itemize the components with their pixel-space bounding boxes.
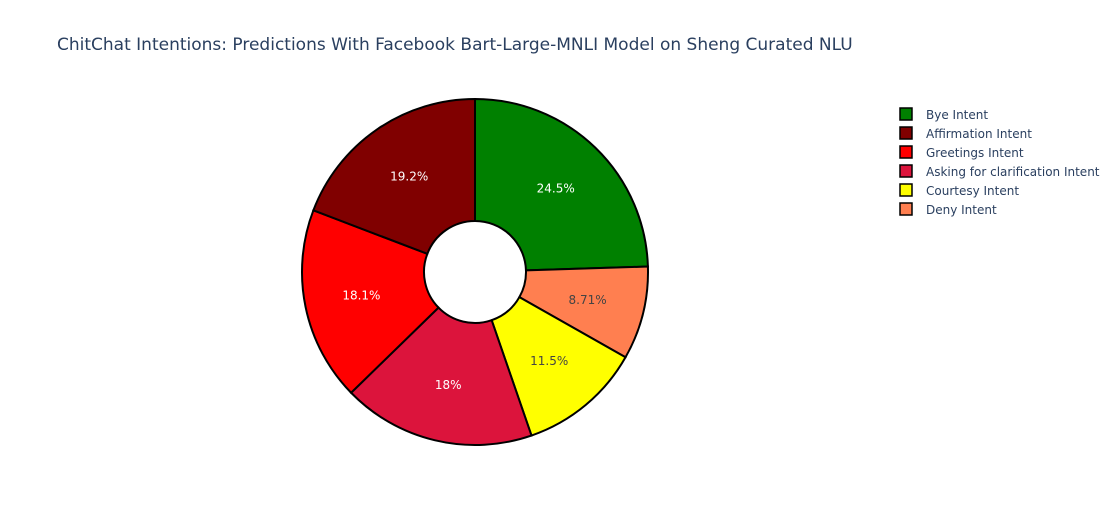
pie-slice-courtesy-intent: [490, 295, 627, 437]
slice-label-asking-for-clarification-intent: 18%: [435, 378, 462, 392]
legend-item-asking-for-clarification-intent[interactable]: Asking for clarification Intent: [899, 164, 1100, 179]
legend-item-deny-intent[interactable]: Deny Intent: [899, 202, 997, 217]
slice-label-greetings-intent: 18.1%: [342, 289, 380, 303]
slice-label-bye-intent: 24.5%: [537, 182, 575, 196]
chart-title: ChitChat Intentions: Predictions With Fa…: [57, 35, 853, 55]
legend: Bye Intent Affirmation Intent Greetings In…: [899, 107, 1100, 217]
legend-label: Greetings Intent: [926, 146, 1024, 160]
pie-slices: [301, 97, 649, 446]
pie-slice-affirmation-intent: [312, 97, 476, 256]
legend-swatch: [899, 107, 913, 121]
legend-label: Asking for clarification Intent: [926, 165, 1100, 179]
legend-item-affirmation-intent[interactable]: Affirmation Intent: [899, 126, 1032, 141]
legend-item-courtesy-intent[interactable]: Courtesy Intent: [899, 183, 1019, 198]
pie-slice-bye-intent: [474, 97, 649, 272]
slice-label-deny-intent: 8.71%: [569, 293, 607, 307]
pie-slice-labels: 24.5% 8.71% 11.5% 18% 18.1% 19.2%: [342, 169, 606, 391]
legend-label: Deny Intent: [926, 203, 997, 217]
pie-slice-greetings-intent: [301, 209, 440, 395]
pie-slice-asking-for-clarification-intent: [349, 306, 533, 446]
legend-swatch: [899, 164, 913, 178]
legend-swatch: [899, 183, 913, 197]
legend-item-greetings-intent[interactable]: Greetings Intent: [899, 145, 1024, 160]
legend-swatch: [899, 145, 913, 159]
legend-swatch: [899, 126, 913, 140]
legend-label: Affirmation Intent: [926, 127, 1032, 141]
legend-item-bye-intent[interactable]: Bye Intent: [899, 107, 988, 122]
legend-label: Bye Intent: [926, 108, 988, 122]
legend-swatch: [899, 202, 913, 216]
slice-label-affirmation-intent: 19.2%: [390, 169, 428, 183]
slice-label-courtesy-intent: 11.5%: [530, 354, 568, 368]
legend-label: Courtesy Intent: [926, 184, 1019, 198]
